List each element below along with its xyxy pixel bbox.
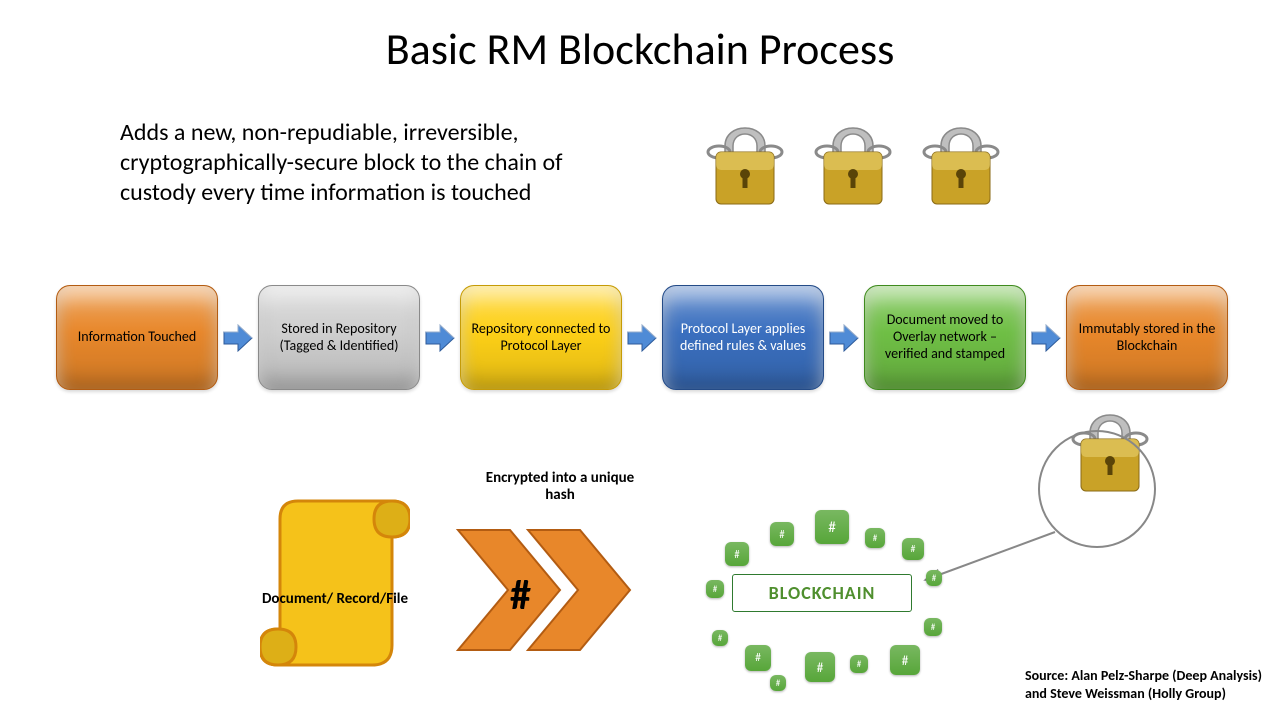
flow-step-6: Immutably stored in the Blockchain xyxy=(1066,285,1228,390)
page-title: Basic RM Blockchain Process xyxy=(0,22,1280,76)
flow-arrow xyxy=(824,323,864,353)
subtitle-text: Adds a new, non-repudiable, irreversible… xyxy=(120,118,640,208)
blockchain-node: # xyxy=(850,655,868,673)
blockchain-node: # xyxy=(926,570,942,586)
flow-arrow xyxy=(420,323,460,353)
flow-step-4: Protocol Layer applies defined rules & v… xyxy=(662,285,824,390)
source-line-2: and Steve Weissman (Holly Group) xyxy=(1025,685,1226,702)
lock-icon xyxy=(808,108,898,208)
flow-step-5: Document moved to Overlay network – veri… xyxy=(864,285,1026,390)
blockchain-node: # xyxy=(924,618,942,636)
blockchain-node: # xyxy=(770,522,794,546)
blockchain-label: BLOCKCHAIN xyxy=(732,574,912,612)
lock-icon xyxy=(916,108,1006,208)
hash-chevrons: Encrypted into a unique hash # xyxy=(450,510,650,670)
chevrons-icon xyxy=(450,510,650,670)
blockchain-node: # xyxy=(712,630,728,646)
flow-step-3: Repository connected to Protocol Layer xyxy=(460,285,622,390)
flow-step-2: Stored in Repository (Tagged & Identifie… xyxy=(258,285,420,390)
blockchain-cloud: BLOCKCHAIN ############## xyxy=(670,480,970,700)
blockchain-node: # xyxy=(745,645,771,671)
document-scroll: Document/ Record/File xyxy=(260,495,410,685)
blockchain-node: # xyxy=(805,652,835,682)
blockchain-node: # xyxy=(890,645,920,675)
blockchain-node: # xyxy=(725,542,749,566)
flow-step-1: Information Touched xyxy=(56,285,218,390)
flow-arrow xyxy=(622,323,662,353)
lock-icon xyxy=(700,108,790,208)
scroll-label: Document/ Record/File xyxy=(260,590,410,608)
blockchain-node: # xyxy=(706,580,724,598)
hash-symbol: # xyxy=(510,570,531,621)
hash-label: Encrypted into a unique hash xyxy=(480,470,640,505)
bottom-illustration: Document/ Record/File Encrypted into a u… xyxy=(260,480,970,700)
flow-arrow xyxy=(218,323,258,353)
blockchain-node: # xyxy=(770,675,786,691)
source-line-1: Source: Alan Pelz-Sharpe (Deep Analysis) xyxy=(1025,667,1262,684)
process-flow: Information Touched Stored in Repository… xyxy=(56,285,1228,390)
blockchain-node: # xyxy=(815,510,849,544)
locks-row-illustration xyxy=(700,108,1006,208)
blockchain-node: # xyxy=(865,528,885,548)
source-attribution: Source: Alan Pelz-Sharpe (Deep Analysis)… xyxy=(1025,667,1262,702)
blockchain-node: # xyxy=(902,538,924,560)
flow-arrow xyxy=(1026,323,1066,353)
